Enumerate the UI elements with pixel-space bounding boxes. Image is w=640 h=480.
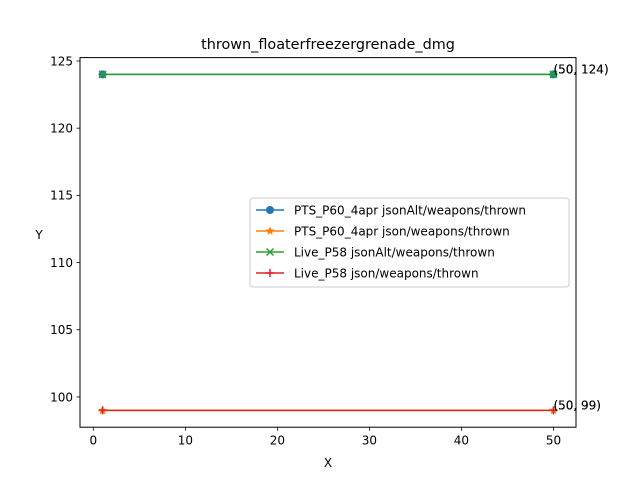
x-tick-label: 20 xyxy=(270,434,285,448)
data-label-3: (50, 99) xyxy=(553,398,601,412)
legend-swatch-marker xyxy=(266,269,274,277)
data-label-4: (50, 99) xyxy=(553,398,601,412)
x-tick-label: 10 xyxy=(178,434,193,448)
plot-area xyxy=(97,70,559,415)
legend-swatch-marker xyxy=(266,206,274,214)
legend-label: PTS_P60_4apr jsonAlt/weapons/thrown xyxy=(294,203,526,217)
y-axis: 100 105 110 115 120 125 xyxy=(50,54,80,404)
y-tick-label: 115 xyxy=(50,189,73,203)
legend-swatch-marker xyxy=(265,247,275,257)
plot-frame xyxy=(79,57,577,428)
legend-box xyxy=(249,197,570,288)
legend-label: PTS_P60_4apr json/weapons/thrown xyxy=(294,224,510,238)
y-tick-label: 120 xyxy=(50,121,73,135)
x-axis: 0 10 20 30 40 50 xyxy=(90,427,561,448)
series-4-point-1 xyxy=(98,406,107,415)
legend-label: Live_P58 jsonAlt/weapons/thrown xyxy=(294,245,495,259)
y-tick-label: 110 xyxy=(50,256,73,270)
legend-label: Live_P58 json/weapons/thrown xyxy=(294,266,479,280)
chart-title: thrown_floaterfreezergrenade_dmg xyxy=(201,37,455,53)
legend-item-3: Live_P58 jsonAlt/weapons/thrown xyxy=(256,245,495,259)
series-3-point-1 xyxy=(98,70,107,79)
x-tick-label: 0 xyxy=(90,434,98,448)
y-tick-label: 100 xyxy=(50,390,73,404)
annotations: (50, 124)(50, 124)(50, 99)(50, 99) xyxy=(553,62,608,412)
legend: PTS_P60_4apr jsonAlt/weapons/thrown PTS_P… xyxy=(249,197,570,288)
series-3-point-2 xyxy=(549,70,558,79)
series-4-point-2 xyxy=(549,406,558,415)
legend-item-1: PTS_P60_4apr jsonAlt/weapons/thrown xyxy=(256,203,526,217)
y-tick-label: 105 xyxy=(50,323,73,337)
x-tick-label: 50 xyxy=(546,434,561,448)
x-tick-label: 40 xyxy=(454,434,469,448)
series-4 xyxy=(98,406,558,415)
data-label-1: (50, 124) xyxy=(553,62,608,76)
x-tick-label: 30 xyxy=(362,434,377,448)
legend-swatch-marker xyxy=(265,226,275,235)
data-label-2: (50, 124) xyxy=(553,62,608,76)
legend-item-4: Live_P58 json/weapons/thrown xyxy=(256,266,479,280)
y-axis-label: Y xyxy=(34,228,43,242)
legend-item-2: PTS_P60_4apr json/weapons/thrown xyxy=(256,224,510,238)
x-axis-label: X xyxy=(324,456,332,470)
y-tick-label: 125 xyxy=(50,54,73,68)
series-3 xyxy=(98,70,558,79)
